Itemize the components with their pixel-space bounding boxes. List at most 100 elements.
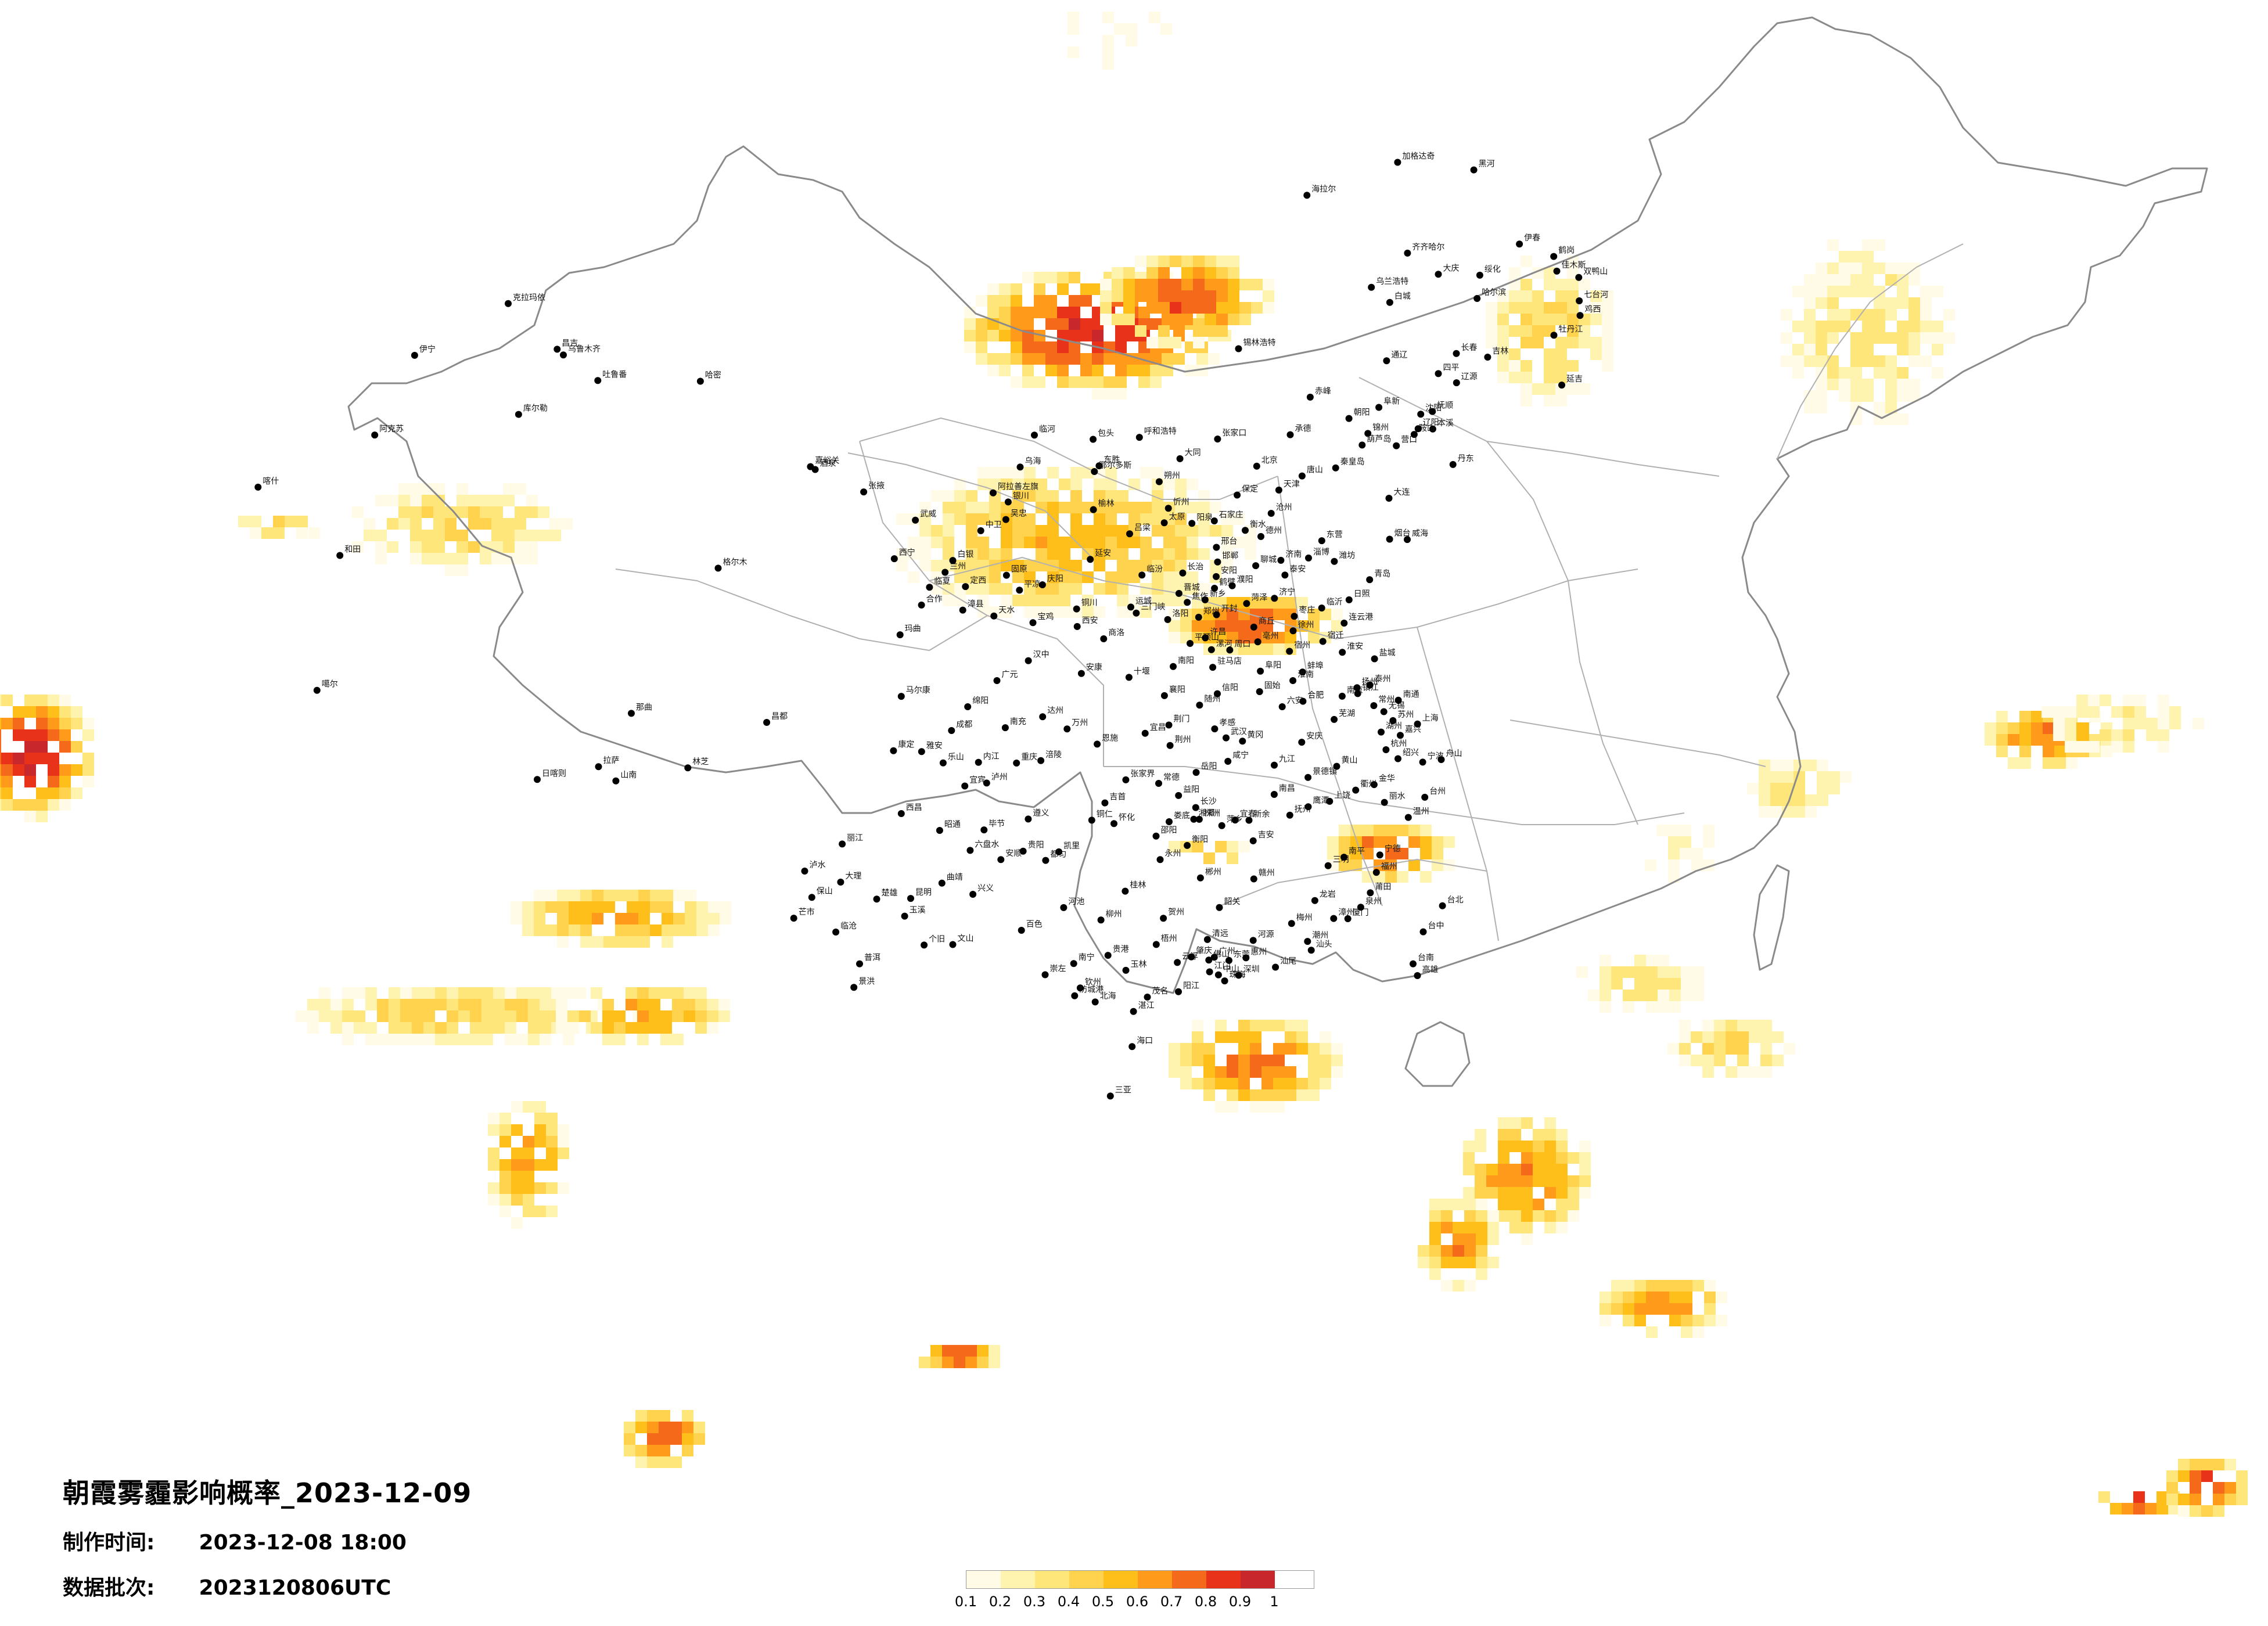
probability-cell bbox=[1487, 1222, 1499, 1233]
probability-cell bbox=[389, 1034, 400, 1045]
city-dot bbox=[1087, 556, 1094, 563]
city-label: 山南 bbox=[620, 771, 637, 780]
city-dot bbox=[1304, 774, 1312, 781]
probability-cell bbox=[1034, 307, 1045, 318]
probability-cell bbox=[1658, 978, 1669, 990]
probability-cell bbox=[964, 341, 976, 353]
city-dot bbox=[1311, 897, 1318, 904]
probability-cell bbox=[1152, 548, 1163, 560]
probability-cell bbox=[1069, 318, 1080, 330]
probability-cell bbox=[2065, 706, 2076, 718]
probability-cell bbox=[1996, 722, 2008, 734]
probability-cell bbox=[1441, 1199, 1453, 1210]
legend-swatch bbox=[1069, 1571, 1104, 1588]
city-dot bbox=[1214, 971, 1222, 979]
probability-cell bbox=[1192, 1020, 1203, 1031]
probability-cell bbox=[1216, 325, 1228, 337]
probability-field bbox=[0, 12, 2248, 1517]
probability-cell bbox=[999, 365, 1011, 376]
probability-cell bbox=[2088, 695, 2100, 706]
city-label: 阿克苏 bbox=[379, 425, 404, 434]
city-label: 延安 bbox=[1095, 549, 1111, 558]
probability-cell bbox=[1273, 632, 1285, 643]
probability-cell bbox=[1544, 1152, 1556, 1164]
city-dot bbox=[1211, 725, 1219, 733]
probability-cell bbox=[989, 1357, 1000, 1368]
city-dot bbox=[1205, 956, 1213, 964]
city-label: 驻马店 bbox=[1217, 657, 1242, 666]
city-dot bbox=[336, 552, 344, 559]
probability-cell bbox=[659, 1410, 670, 1422]
probability-cell bbox=[523, 1194, 534, 1206]
probability-cell bbox=[627, 936, 638, 948]
probability-cell bbox=[1193, 302, 1205, 314]
city-dot bbox=[1270, 791, 1278, 798]
city-dot bbox=[1091, 998, 1099, 1006]
probability-cell bbox=[433, 518, 445, 530]
probability-cell bbox=[1634, 978, 1646, 990]
probability-cell bbox=[1737, 1055, 1749, 1066]
probability-cell bbox=[0, 764, 1, 776]
probability-cell bbox=[1331, 1066, 1343, 1078]
probability-cell bbox=[1012, 525, 1024, 537]
probability-cell bbox=[1215, 1066, 1227, 1078]
city-dot bbox=[1179, 569, 1187, 577]
probability-cell bbox=[1996, 711, 2008, 722]
probability-cell bbox=[1817, 771, 1828, 783]
probability-cell bbox=[976, 318, 987, 330]
probability-cell bbox=[1669, 1280, 1681, 1292]
city-label: 湘潭 bbox=[1198, 808, 1214, 818]
probability-cell bbox=[48, 718, 59, 729]
probability-cell bbox=[523, 1182, 534, 1194]
probability-cell bbox=[1420, 871, 1432, 883]
probability-cell bbox=[261, 527, 273, 539]
city-label: 朝阳 bbox=[1354, 408, 1370, 418]
probability-cell bbox=[1385, 836, 1397, 848]
city-dot bbox=[1138, 571, 1146, 579]
probability-cell bbox=[931, 525, 943, 537]
probability-cell bbox=[660, 1022, 672, 1034]
probability-cell bbox=[1034, 341, 1045, 353]
probability-cell bbox=[1193, 256, 1205, 267]
city-label: 绍兴 bbox=[1403, 749, 1419, 758]
city-label: 兰州 bbox=[950, 562, 966, 571]
city-label: 深圳 bbox=[1243, 965, 1260, 974]
city-dot bbox=[515, 411, 522, 418]
probability-cell bbox=[1320, 1066, 1331, 1078]
probability-cell bbox=[1521, 279, 1532, 290]
probability-cell bbox=[1022, 272, 1034, 283]
probability-cell bbox=[1702, 1020, 1714, 1031]
city-dot bbox=[1165, 721, 1173, 729]
probability-cell bbox=[1203, 620, 1215, 632]
city-label: 六盘水 bbox=[975, 839, 999, 849]
probability-cell bbox=[1533, 1175, 1544, 1187]
probability-cell bbox=[445, 518, 457, 530]
probability-cell bbox=[48, 706, 59, 718]
probability-cell bbox=[1634, 990, 1646, 1001]
probability-cell bbox=[1180, 1078, 1192, 1089]
probability-cell bbox=[528, 1034, 540, 1045]
city-label: 泉州 bbox=[1365, 896, 1382, 906]
probability-cell bbox=[2169, 706, 2181, 718]
probability-cell bbox=[627, 890, 638, 901]
probability-cell bbox=[684, 999, 695, 1010]
city-label: 抚州 bbox=[1295, 805, 1311, 814]
city-label: 贵港 bbox=[1113, 945, 1129, 954]
city-dot bbox=[1419, 758, 1426, 766]
probability-cell bbox=[1140, 467, 1152, 479]
probability-cell bbox=[534, 924, 545, 936]
city-dot bbox=[1414, 972, 1421, 979]
probability-cell bbox=[511, 1147, 523, 1159]
probability-cell bbox=[1105, 479, 1117, 490]
probability-cell bbox=[1600, 955, 1611, 966]
probability-cell bbox=[503, 541, 515, 553]
probability-cell bbox=[523, 1101, 534, 1113]
probability-cell bbox=[1827, 274, 1839, 286]
probability-cell bbox=[1115, 330, 1127, 341]
city-label: 芜湖 bbox=[1339, 708, 1355, 718]
probability-cell bbox=[59, 718, 71, 729]
probability-cell bbox=[637, 999, 649, 1010]
probability-cell bbox=[1069, 295, 1080, 307]
probability-cell bbox=[470, 987, 481, 999]
probability-cell bbox=[1163, 595, 1175, 606]
